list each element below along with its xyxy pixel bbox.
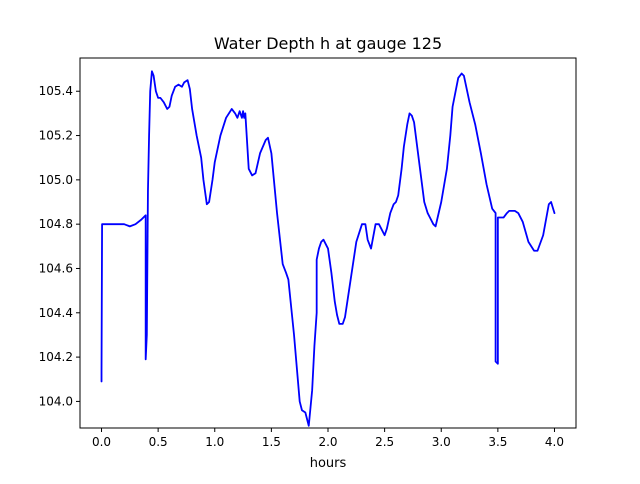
plot-area [100,70,556,427]
y-tick-label: 105.4 [39,84,73,98]
y-axis: 104.0 104.2 104.4 104.6 104.8 105.0 105.2 105.4 [39,84,80,408]
y-tick-label: 104.2 [39,350,73,364]
x-tick-label: 1.0 [205,435,224,449]
y-tick-label: 104.6 [39,261,73,275]
x-tick-label: 2.5 [375,435,394,449]
x-tick-label: 1.5 [262,435,281,449]
y-tick-label: 104.4 [39,306,73,320]
series-line [100,70,556,427]
y-tick-label: 104.8 [39,217,73,231]
chart-title: Water Depth h at gauge 125 [214,34,442,53]
x-tick-label: 2.0 [318,435,337,449]
y-tick-label: 105.0 [39,173,73,187]
y-tick-label: 105.2 [39,129,73,143]
x-axis-label: hours [310,456,347,471]
x-axis: 0.0 0.5 1.0 1.5 2.0 2.5 3.0 3.5 4.0 [92,428,564,449]
x-tick-label: 0.5 [149,435,168,449]
y-tick-label: 104.0 [39,394,73,408]
x-tick-label: 4.0 [545,435,564,449]
x-tick-label: 3.5 [488,435,507,449]
x-tick-label: 3.0 [432,435,451,449]
x-tick-label: 0.0 [92,435,111,449]
